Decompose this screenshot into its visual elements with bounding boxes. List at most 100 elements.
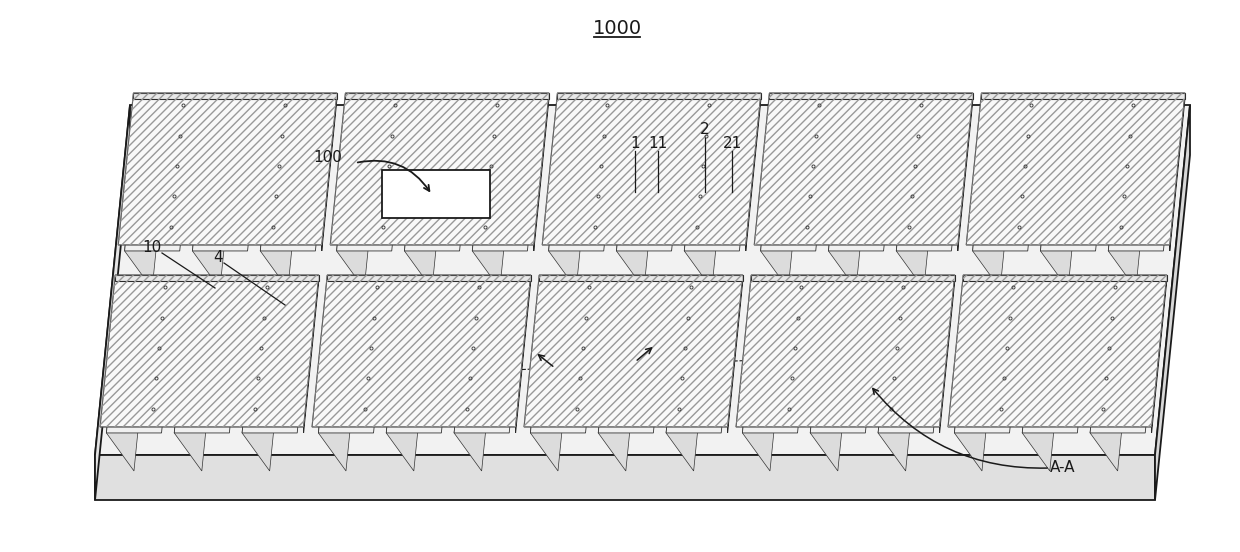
Polygon shape xyxy=(699,99,755,137)
Polygon shape xyxy=(1123,99,1178,137)
Polygon shape xyxy=(107,281,149,471)
Polygon shape xyxy=(743,281,812,433)
Polygon shape xyxy=(558,93,761,99)
Text: 4: 4 xyxy=(213,251,223,266)
Polygon shape xyxy=(124,99,167,289)
Polygon shape xyxy=(878,281,949,433)
Polygon shape xyxy=(548,99,619,251)
Polygon shape xyxy=(988,99,1043,137)
Polygon shape xyxy=(95,105,130,500)
Polygon shape xyxy=(260,99,303,289)
Polygon shape xyxy=(1169,93,1185,251)
Polygon shape xyxy=(1040,99,1111,251)
Polygon shape xyxy=(336,99,379,289)
Polygon shape xyxy=(402,281,456,319)
Polygon shape xyxy=(140,99,195,137)
Polygon shape xyxy=(327,275,531,281)
Polygon shape xyxy=(966,93,1185,245)
Polygon shape xyxy=(304,275,319,433)
Polygon shape xyxy=(533,93,549,251)
Polygon shape xyxy=(737,275,955,427)
Polygon shape xyxy=(598,281,641,471)
Polygon shape xyxy=(1109,99,1178,251)
Polygon shape xyxy=(1154,105,1190,500)
Polygon shape xyxy=(352,99,407,137)
Polygon shape xyxy=(175,281,244,433)
Polygon shape xyxy=(770,93,973,99)
Polygon shape xyxy=(1038,281,1092,319)
Text: 1000: 1000 xyxy=(593,19,641,38)
Polygon shape xyxy=(95,455,1154,500)
Polygon shape xyxy=(175,281,217,471)
Polygon shape xyxy=(1090,281,1161,433)
Polygon shape xyxy=(631,99,687,137)
Polygon shape xyxy=(897,99,967,251)
Polygon shape xyxy=(728,275,743,433)
Polygon shape xyxy=(454,281,525,433)
Polygon shape xyxy=(472,99,515,289)
Polygon shape xyxy=(190,281,244,319)
Polygon shape xyxy=(878,281,921,471)
Polygon shape xyxy=(336,99,407,251)
Polygon shape xyxy=(386,281,429,471)
Polygon shape xyxy=(1090,281,1133,471)
Polygon shape xyxy=(472,99,543,251)
Polygon shape xyxy=(564,99,619,137)
Text: 1: 1 xyxy=(630,135,640,151)
Polygon shape xyxy=(487,99,543,137)
Polygon shape xyxy=(760,99,831,251)
Polygon shape xyxy=(312,275,531,427)
Polygon shape xyxy=(134,93,337,99)
Polygon shape xyxy=(548,99,591,289)
Text: 2: 2 xyxy=(701,123,709,137)
Polygon shape xyxy=(1105,281,1161,319)
Polygon shape xyxy=(970,281,1024,319)
Polygon shape xyxy=(192,99,236,289)
Polygon shape xyxy=(319,281,388,433)
Polygon shape xyxy=(826,281,880,319)
Polygon shape xyxy=(972,99,1043,251)
Polygon shape xyxy=(760,99,804,289)
Polygon shape xyxy=(404,99,475,251)
Polygon shape xyxy=(911,99,967,137)
Polygon shape xyxy=(1022,281,1065,471)
Text: A-A: A-A xyxy=(1050,460,1075,475)
Polygon shape xyxy=(346,93,549,99)
Polygon shape xyxy=(319,281,361,471)
Polygon shape xyxy=(100,275,319,427)
Polygon shape xyxy=(751,275,955,281)
Polygon shape xyxy=(957,93,973,251)
Polygon shape xyxy=(419,99,475,137)
Polygon shape xyxy=(334,281,388,319)
Polygon shape xyxy=(1022,281,1092,433)
Polygon shape xyxy=(531,281,573,471)
Polygon shape xyxy=(955,281,1024,433)
Polygon shape xyxy=(843,99,899,137)
Polygon shape xyxy=(828,99,872,289)
Polygon shape xyxy=(192,99,263,251)
Polygon shape xyxy=(257,281,312,319)
Polygon shape xyxy=(330,93,549,245)
Polygon shape xyxy=(810,281,853,471)
Polygon shape xyxy=(598,281,668,433)
Polygon shape xyxy=(963,275,1167,281)
Polygon shape xyxy=(95,105,1190,455)
Polygon shape xyxy=(745,93,761,251)
Polygon shape xyxy=(1109,99,1151,289)
Polygon shape xyxy=(107,281,177,433)
Polygon shape xyxy=(616,99,687,251)
Text: 10: 10 xyxy=(143,241,161,256)
Polygon shape xyxy=(893,281,949,319)
Polygon shape xyxy=(981,93,1185,99)
Polygon shape xyxy=(531,281,600,433)
Polygon shape xyxy=(1055,99,1111,137)
Polygon shape xyxy=(666,281,709,471)
Polygon shape xyxy=(242,281,285,471)
Polygon shape xyxy=(542,93,761,245)
Polygon shape xyxy=(972,99,1016,289)
Polygon shape xyxy=(810,281,880,433)
Polygon shape xyxy=(546,281,600,319)
Polygon shape xyxy=(940,275,955,433)
Polygon shape xyxy=(454,281,497,471)
Polygon shape xyxy=(684,99,755,251)
